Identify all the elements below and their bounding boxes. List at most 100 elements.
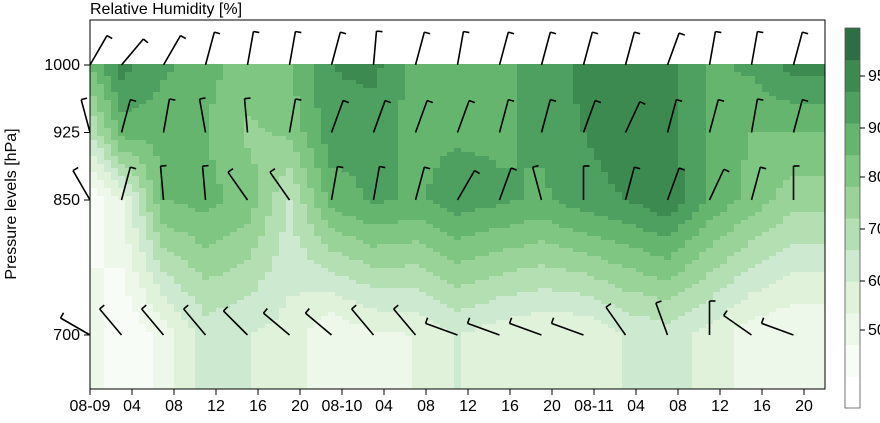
- rh-cell: [146, 216, 154, 221]
- rh-cell: [293, 68, 301, 73]
- rh-cell: [146, 200, 154, 205]
- rh-cell: [370, 384, 378, 389]
- rh-cell: [174, 308, 182, 313]
- rh-cell: [90, 304, 98, 309]
- rh-cell: [433, 292, 441, 297]
- rh-cell: [202, 96, 210, 101]
- rh-cell: [111, 280, 119, 285]
- rh-cell: [356, 208, 364, 213]
- rh-cell: [286, 224, 294, 229]
- rh-cell: [167, 188, 175, 193]
- rh-cell: [258, 320, 266, 325]
- rh-cell: [286, 292, 294, 297]
- rh-cell: [405, 124, 413, 129]
- rh-cell: [293, 212, 301, 217]
- rh-cell: [286, 300, 294, 305]
- rh-cell: [286, 380, 294, 385]
- rh-cell: [209, 328, 217, 333]
- rh-cell: [349, 296, 357, 301]
- rh-cell: [146, 368, 154, 373]
- rh-cell: [97, 176, 105, 181]
- rh-cell: [111, 240, 119, 245]
- rh-cell: [468, 96, 476, 101]
- rh-cell: [405, 128, 413, 133]
- rh-cell: [174, 88, 182, 93]
- rh-cell: [377, 300, 385, 305]
- rh-cell: [181, 344, 189, 349]
- rh-cell: [181, 144, 189, 149]
- rh-cell: [139, 344, 147, 349]
- rh-cell: [279, 140, 287, 145]
- rh-cell: [279, 300, 287, 305]
- rh-cell: [433, 304, 441, 309]
- rh-cell: [335, 240, 343, 245]
- rh-cell: [111, 320, 119, 325]
- rh-cell: [111, 336, 119, 341]
- rh-cell: [377, 312, 385, 317]
- rh-cell: [195, 108, 203, 113]
- rh-cell: [398, 244, 406, 249]
- rh-cell: [300, 200, 308, 205]
- rh-cell: [146, 124, 154, 129]
- rh-cell: [216, 348, 224, 353]
- rh-cell: [230, 328, 238, 333]
- rh-cell: [300, 300, 308, 305]
- rh-cell: [160, 68, 168, 73]
- rh-cell: [237, 352, 245, 357]
- rh-cell: [391, 208, 399, 213]
- rh-cell: [118, 92, 126, 97]
- rh-cell: [489, 288, 497, 293]
- rh-cell: [335, 212, 343, 217]
- rh-cell: [202, 176, 210, 181]
- rh-cell: [188, 76, 196, 81]
- rh-cell: [440, 292, 448, 297]
- rh-cell: [370, 244, 378, 249]
- rh-cell: [237, 276, 245, 281]
- rh-cell: [447, 376, 455, 381]
- rh-cell: [97, 256, 105, 261]
- rh-cell: [153, 296, 161, 301]
- rh-cell: [272, 136, 280, 141]
- rh-cell: [286, 220, 294, 225]
- rh-cell: [433, 372, 441, 377]
- rh-cell: [342, 272, 350, 277]
- rh-cell: [272, 280, 280, 285]
- rh-cell: [153, 204, 161, 209]
- rh-cell: [496, 332, 504, 337]
- rh-cell: [293, 280, 301, 285]
- rh-cell: [412, 112, 420, 117]
- rh-cell: [195, 188, 203, 193]
- rh-cell: [321, 104, 329, 109]
- rh-cell: [489, 332, 497, 337]
- rh-cell: [258, 176, 266, 181]
- rh-cell: [475, 232, 483, 237]
- rh-cell: [132, 292, 140, 297]
- rh-cell: [461, 176, 469, 181]
- rh-cell: [125, 364, 133, 369]
- rh-cell: [321, 216, 329, 221]
- rh-cell: [195, 172, 203, 177]
- rh-cell: [153, 380, 161, 385]
- rh-cell: [300, 104, 308, 109]
- rh-cell: [321, 288, 329, 293]
- rh-cell: [118, 72, 126, 77]
- rh-cell: [286, 204, 294, 209]
- rh-cell: [377, 380, 385, 385]
- rh-cell: [244, 72, 252, 77]
- rh-cell: [447, 208, 455, 213]
- rh-cell: [412, 356, 420, 361]
- rh-cell: [328, 372, 336, 377]
- rh-cell: [146, 212, 154, 217]
- rh-cell: [412, 248, 420, 253]
- rh-cell: [335, 168, 343, 173]
- rh-cell: [433, 120, 441, 125]
- rh-cell: [363, 76, 371, 81]
- rh-cell: [181, 148, 189, 153]
- rh-cell: [265, 148, 273, 153]
- rh-cell: [426, 380, 434, 385]
- rh-cell: [104, 352, 112, 357]
- rh-cell: [349, 208, 357, 213]
- rh-cell: [167, 96, 175, 101]
- rh-cell: [328, 252, 336, 257]
- rh-cell: [188, 288, 196, 293]
